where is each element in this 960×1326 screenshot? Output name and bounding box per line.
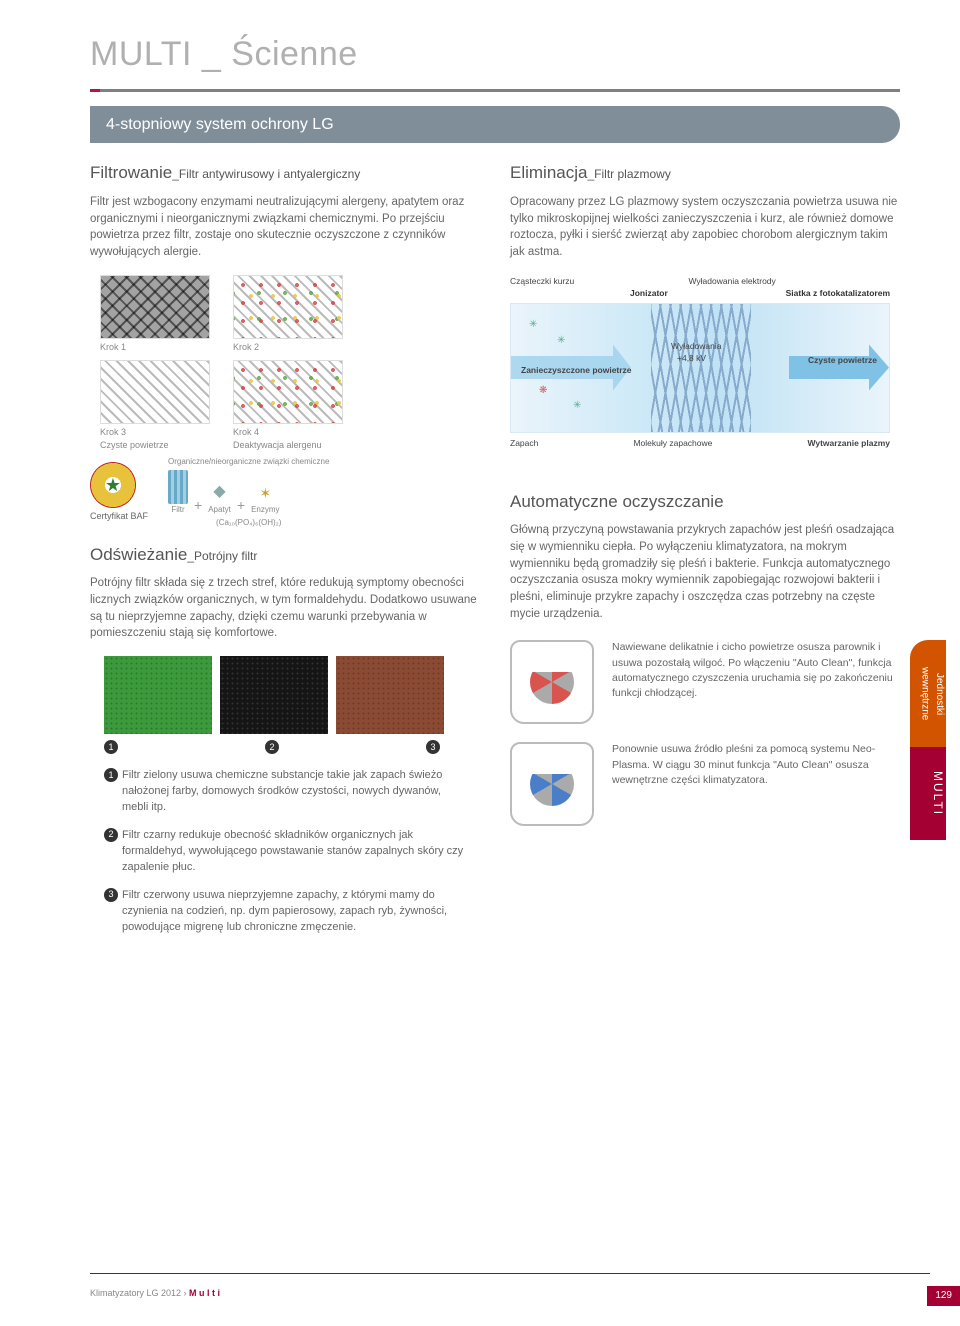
filter-swatches (104, 656, 444, 734)
step-2: Alergen Krok 2 (233, 275, 343, 354)
autoclean-row-1: Nawiewane delikatnie i cicho powietrze o… (510, 640, 900, 724)
autoclean-row-2: Ponownie usuwa źródło pleśni za pomocą s… (510, 742, 900, 826)
molecules-label: Molekuły zapachowe (633, 437, 712, 449)
page-title: MULTI _ Ścienne (0, 0, 960, 89)
footer-breadcrumb: Klimatyzatory LG 2012 › M u l t i (90, 1287, 220, 1300)
autoclean-text-1: Nawiewane delikatnie i cicho powietrze o… (612, 640, 900, 701)
plus-icon: + (194, 495, 202, 515)
tab-multi: MULTI (910, 747, 946, 840)
plasma-grid (651, 304, 751, 432)
smell-label: Zapach (510, 437, 538, 449)
heading-sub: _Filtr plazmowy (587, 167, 670, 181)
clean-air-label: Czyste powietrze (808, 354, 877, 366)
allergen-tag: Alergen (307, 275, 338, 277)
baf-seal-icon: ★ (90, 462, 136, 508)
step3-img (100, 360, 210, 424)
autoclean-text-2: Ponownie usuwa źródło pleśni za pomocą s… (612, 742, 900, 788)
step-4: Krok 4Deaktywacja alergenu (233, 360, 343, 452)
badge-1: 1 (104, 740, 118, 754)
filter-item-3: 3Filtr czerwony usuwa nieprzyjemne zapac… (104, 888, 464, 936)
filter-item-1: 1Filtr zielony usuwa chemiczne substancj… (104, 768, 464, 816)
filter-icon (168, 470, 188, 504)
dust-label: Cząsteczki kurzu (510, 275, 574, 287)
photocat-label: Siatka z fotokatalizatorem (786, 287, 890, 299)
elimination-heading: Eliminacja_Filtr plazmowy (510, 161, 900, 186)
house-icon-red (510, 640, 594, 724)
heading-sub: _Potrójny filtr (187, 549, 257, 563)
kv-label: +4,8 kV (677, 352, 706, 364)
swatch-red (336, 656, 444, 734)
step4-label: Krok 4Deaktywacja alergenu (233, 426, 343, 452)
formula-block: Organiczne/nieorganiczne związki chemicz… (168, 456, 329, 529)
step1-img (100, 275, 210, 339)
enzyme-icon: ✶ (259, 483, 271, 503)
tab-units: Jednostki wewnętrzne (910, 640, 946, 747)
left-column: Filtrowanie_Filtr antywirusowy i antyale… (90, 161, 480, 947)
step2-img: Alergen (233, 275, 343, 339)
clean-air-arrow (789, 344, 889, 390)
particle-icon: ✳ (573, 399, 581, 414)
plasma-gen-label: Wytwarzanie plazmy (807, 437, 890, 449)
heading-text: Odświeżanie (90, 545, 187, 564)
filter-item-2: 2Filtr czarny redukuje obecność składnik… (104, 828, 464, 876)
filtering-heading: Filtrowanie_Filtr antywirusowy i antyale… (90, 161, 480, 186)
filtering-body: Filtr jest wzbogacony enzymami neutraliz… (90, 194, 480, 261)
house-icon-blue (510, 742, 594, 826)
plus-icon: + (237, 495, 245, 515)
particle-icon: ❋ (539, 384, 547, 399)
elimination-body: Opracowany przez LG plazmowy system oczy… (510, 194, 900, 261)
ionizer-label: Jonizator (630, 287, 668, 299)
dirty-air-label: Zanieczyszczone powietrze (521, 364, 632, 376)
right-column: Eliminacja_Filtr plazmowy Opracowany prz… (510, 161, 900, 947)
section-band: 4-stopniowy system ochrony LG (90, 106, 900, 143)
step4-img (233, 360, 343, 424)
fan-icon (530, 762, 574, 806)
swatch-black (220, 656, 328, 734)
refresh-body: Potrójny filtr składa się z trzech stref… (90, 575, 480, 642)
step3-label: Krok 3Czyste powietrze (100, 426, 210, 452)
heading-text: Filtrowanie (90, 163, 172, 182)
org-label: Organiczne/nieorganiczne związki chemicz… (168, 456, 329, 468)
bio-tag: Bio (38, 0, 51, 1)
swatch-green (104, 656, 212, 734)
step2-label: Krok 2 (233, 341, 343, 354)
baf-seal-block: ★ Certyfikat BAF (90, 462, 148, 523)
page-number: 129 (927, 1286, 960, 1307)
apatite-icon: ◆ (213, 480, 225, 503)
fan-icon (530, 660, 574, 704)
chem-formula: (Ca₁₀(PO₄)₆(OH)₂) (168, 517, 329, 529)
particle-icon: ✳ (529, 318, 537, 333)
particle-icon: ✳ (557, 334, 565, 349)
baf-caption: Certyfikat BAF (90, 510, 148, 523)
badge-3: 3 (426, 740, 440, 754)
page-footer: Klimatyzatory LG 2012 › M u l t i 129 (90, 1273, 930, 1301)
badge-2: 2 (265, 740, 279, 754)
filter-steps-diagram: Bio Krok 1 Alergen Krok 2 Krok 3Czyste p… (100, 275, 360, 452)
autoclean-heading: Automatyczne oczyszczanie (510, 490, 900, 515)
formula-row: Filtr + ◆Apatyt + ✶Enzymy (168, 470, 329, 516)
step-1: Bio Krok 1 (100, 275, 210, 354)
side-tab: Jednostki wewnętrzne MULTI (910, 640, 946, 840)
heading-sub: _Filtr antywirusowy i antyalergiczny (172, 167, 360, 181)
electrode-label: Wyładowania elektrody (574, 275, 890, 287)
swatch-numbers: 1 2 3 (104, 740, 444, 754)
plasma-caption: Zapach Molekuły zapachowe Wytwarzanie pl… (510, 437, 890, 449)
plasma-diagram: ✳ ✳ ❋ ✳ Zanieczyszczone powietrze Wyłado… (510, 303, 890, 433)
discharge-label: Wyładowania (671, 340, 721, 352)
refresh-heading: Odświeżanie_Potrójny filtr (90, 543, 480, 568)
step-3: Krok 3Czyste powietrze (100, 360, 210, 452)
step1-label: Krok 1 (100, 341, 210, 354)
heading-text: Eliminacja (510, 163, 587, 182)
autoclean-body: Główną przyczyną powstawania przykrych z… (510, 522, 900, 622)
title-rule (90, 89, 900, 92)
baf-row: ★ Certyfikat BAF Organiczne/nieorganiczn… (90, 456, 480, 529)
